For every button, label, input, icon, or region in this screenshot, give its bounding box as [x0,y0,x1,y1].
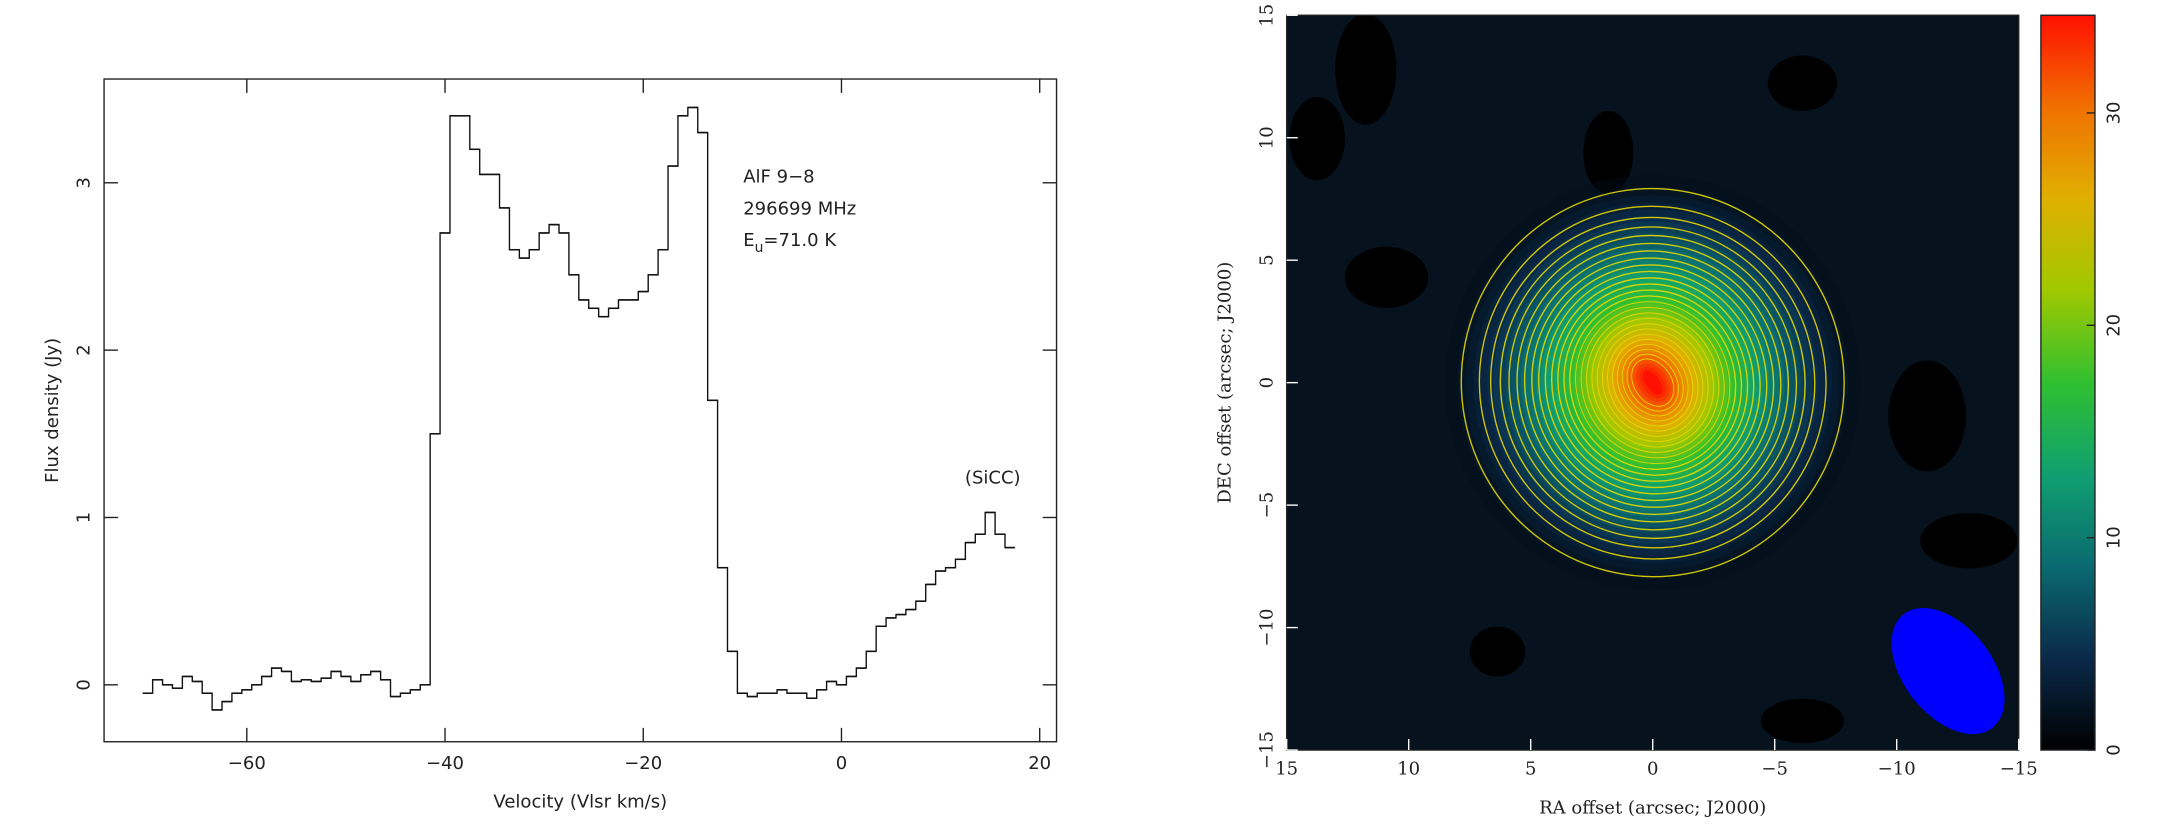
noise-patch [1888,360,1966,471]
annotation-part: =71.0 K [763,230,837,251]
annotation-part: E [743,230,754,251]
colorbar-tick-label: 0 [2103,744,2124,755]
noise-patch [1345,247,1428,308]
x-tick-label: 20 [1028,753,1051,774]
x-tick-label: −5 [1761,758,1788,779]
step-risers [143,107,1015,709]
colorbar-tick-label: 20 [2103,314,2124,337]
y-tick-label: 0 [1256,377,1277,388]
y-tick-label: −10 [1256,609,1277,647]
x-axis-label: RA offset (arcsec; J2000) [1539,797,1766,818]
annotation: AlF 9−8 [743,166,814,187]
y-tick-label: 3 [74,177,95,188]
noise-patch [1761,699,1844,743]
line-note: (SiCC) [965,467,1021,488]
y-tick-label: −5 [1256,492,1277,519]
x-tick-label: −60 [228,753,266,774]
map [1287,14,2028,755]
y-axis-label: DEC offset (arcsec; J2000) [1215,262,1236,504]
x-tick-label: 5 [1525,758,1536,779]
y-tick-label: 5 [1256,254,1277,265]
colorbar-tick-label: 10 [2103,526,2124,549]
y-axis-label: Flux density (Jy) [42,338,63,483]
noise-patch [1920,513,2017,568]
colorbar-tick-label: 30 [2103,101,2124,124]
y-tick-label: 0 [74,679,95,690]
noise-patch [1470,627,1525,677]
x-tick-label: 0 [836,753,847,774]
x-tick-label: −10 [1878,758,1916,779]
noise-patch [1289,97,1344,180]
figure: −60 −40 −20 0 20 0 1 2 3 Velocity (Vlsr km/s) Flux… [0,0,2163,827]
y-tick-label: 10 [1256,126,1277,149]
x-tick-label: −15 [2000,758,2038,779]
annotation: 296699 MHz [743,198,856,219]
x-axis-label: Velocity (Vlsr km/s) [493,792,667,813]
x-tick-label: 15 [1275,758,1298,779]
noise-patch [1768,55,1837,110]
plot-frame [104,79,1056,742]
colorbar [2041,15,2095,750]
x-tick-label: −40 [426,753,464,774]
noise-patch [1335,14,1396,125]
y-tick-label: −15 [1256,731,1277,769]
y-tick-label: 2 [74,344,95,355]
annotation-sub: u [755,240,764,256]
x-tick-label: −20 [624,753,662,774]
x-tick-label: 0 [1647,758,1658,779]
y-tick-label: 15 [1256,4,1277,27]
annotation: Eu=71.0 K [743,230,837,256]
y-tick-label: 1 [74,512,95,523]
x-tick-label: 10 [1397,758,1420,779]
